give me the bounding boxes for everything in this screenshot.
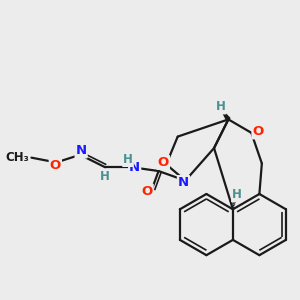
Polygon shape — [221, 109, 230, 121]
Text: O: O — [158, 156, 169, 169]
Text: H: H — [100, 170, 110, 183]
Text: O: O — [50, 159, 61, 172]
Text: N: N — [76, 145, 87, 158]
Text: H: H — [232, 188, 242, 201]
Text: O: O — [142, 184, 153, 198]
Text: O: O — [252, 125, 264, 138]
Text: CH₃: CH₃ — [6, 151, 29, 164]
Text: N: N — [178, 176, 189, 189]
Text: H: H — [123, 153, 133, 166]
Text: N: N — [129, 161, 140, 174]
Text: H: H — [216, 100, 226, 113]
